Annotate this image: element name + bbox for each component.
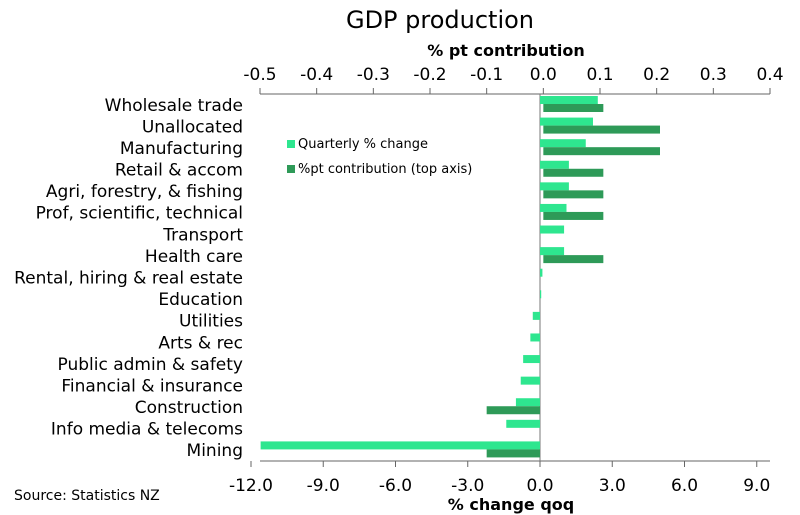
bar-pt-contribution [543, 168, 604, 177]
bottom-tick-label: 9.0 [743, 476, 770, 496]
bar-pt-contribution [486, 406, 540, 415]
category-label: Health care [145, 247, 243, 267]
category-label: Public admin & safety [58, 355, 244, 375]
category-label: Utilities [179, 312, 243, 332]
bottom-tick-label: -6.0 [379, 476, 412, 496]
legend-label: %pt contribution (top axis) [298, 162, 472, 177]
bar-quarterly-change [532, 311, 540, 320]
category-label: Unallocated [142, 117, 243, 137]
bar-pt-contribution [543, 255, 604, 264]
bottom-tick-label: 0.0 [526, 476, 553, 496]
bar-pt-contribution [543, 125, 660, 134]
category-label: Construction [135, 398, 243, 418]
bottom-axis-title: % change qoq [448, 495, 574, 514]
category-label: Rental, hiring & real estate [14, 269, 243, 289]
category-label: Mining [187, 441, 243, 461]
top-tick-label: 0.2 [643, 65, 670, 85]
category-label: Manufacturing [120, 139, 243, 159]
legend: Quarterly % change %pt contribution (top … [287, 137, 472, 177]
legend-swatch [287, 165, 295, 173]
bottom-tick-label: -12.0 [229, 476, 273, 496]
bar-quarterly-change [540, 139, 586, 148]
bar-quarterly-change [540, 225, 565, 234]
category-label: Wholesale trade [105, 96, 243, 116]
category-label: Agri, forestry, & fishing [46, 182, 243, 202]
category-label: Education [158, 290, 243, 310]
bar-quarterly-change [540, 160, 569, 169]
top-tick-label: -0.3 [357, 65, 390, 85]
bar-quarterly-change [260, 441, 540, 450]
bar-pt-contribution [486, 449, 540, 458]
bar-quarterly-change [515, 398, 540, 407]
bottom-tick-label: -9.0 [307, 476, 340, 496]
top-tick-label: 0.0 [530, 65, 557, 85]
bar-quarterly-change [540, 247, 565, 256]
bar-quarterly-change [540, 268, 543, 277]
chart-title: GDP production [346, 6, 534, 34]
category-label: Financial & insurance [61, 376, 243, 396]
top-tick-label: -0.2 [413, 65, 446, 85]
category-labels: Wholesale tradeUnallocatedManufacturingR… [14, 96, 243, 461]
top-tick-label: -0.5 [243, 65, 276, 85]
bar-quarterly-change [540, 290, 542, 299]
top-axis-ticks: -0.5 -0.4 -0.3 -0.2 -0.1 0.0 0.1 0.2 0.3 0.4 [243, 65, 784, 94]
bar-quarterly-change [540, 203, 567, 212]
bar-pt-contribution [543, 147, 660, 156]
bar-quarterly-change [530, 333, 540, 342]
bottom-axis-ticks: -12.0 -9.0 -6.0 -3.0 0.0 3.0 6.0 9.0 [229, 461, 770, 496]
category-label: Arts & rec [158, 333, 243, 353]
bars [260, 96, 660, 458]
top-tick-label: 0.3 [700, 65, 727, 85]
bar-pt-contribution [543, 211, 604, 220]
legend-swatch [287, 140, 295, 148]
bottom-tick-label: 3.0 [599, 476, 626, 496]
bar-quarterly-change [523, 355, 540, 364]
category-label: Transport [162, 225, 243, 245]
top-axis-title: % pt contribution [427, 41, 585, 60]
bottom-tick-label: -3.0 [451, 476, 484, 496]
bottom-tick-label: 6.0 [671, 476, 698, 496]
source-note: Source: Statistics NZ [14, 488, 160, 504]
bar-pt-contribution [543, 104, 604, 112]
bar-quarterly-change [540, 117, 593, 126]
bar-pt-contribution [543, 190, 604, 199]
top-tick-label: 0.1 [586, 65, 613, 85]
top-tick-label: 0.4 [756, 65, 783, 85]
bar-quarterly-change [506, 419, 540, 428]
top-tick-label: -0.1 [470, 65, 503, 85]
bar-quarterly-change [540, 182, 569, 191]
category-label: Prof, scientific, technical [36, 204, 243, 224]
legend-label: Quarterly % change [298, 137, 428, 152]
bar-quarterly-change [540, 96, 598, 104]
category-label: Retail & accom [115, 161, 243, 181]
category-label: Info media & telecoms [51, 420, 243, 440]
bar-quarterly-change [520, 376, 540, 385]
top-tick-label: -0.4 [300, 65, 333, 85]
